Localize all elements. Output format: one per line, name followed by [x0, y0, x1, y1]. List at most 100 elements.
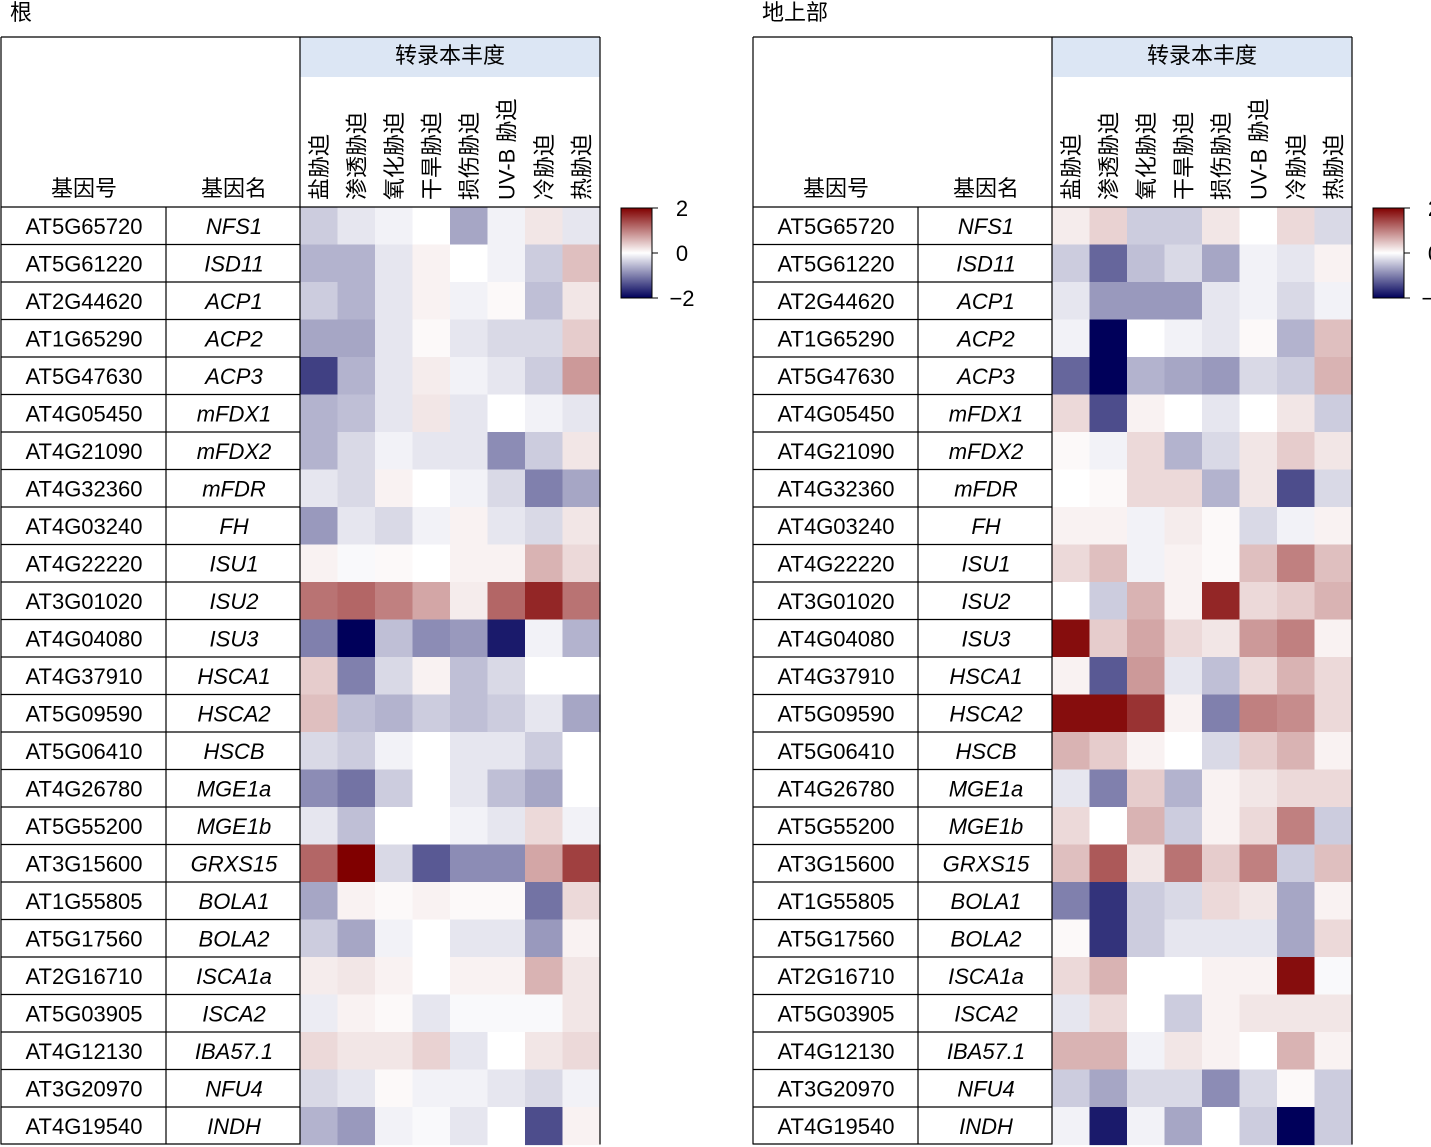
heat-cell: [487, 282, 526, 321]
heat-cell: [1239, 694, 1278, 733]
gene-name: HSCB: [955, 739, 1016, 764]
heat-cell: [450, 582, 489, 621]
heat-cell: [487, 994, 526, 1033]
heat-cell: [525, 1069, 564, 1108]
heat-cell: [525, 469, 564, 508]
gene-id: AT4G19540: [777, 1114, 894, 1139]
heat-cell: [375, 207, 414, 246]
gene-name: ISU1: [962, 551, 1011, 576]
heat-cell: [1127, 357, 1166, 396]
heat-cell: [1277, 1107, 1316, 1146]
heat-cell: [450, 844, 489, 883]
heat-cell: [1089, 432, 1128, 471]
heat-cell: [375, 582, 414, 621]
gene-id: AT4G03240: [777, 514, 894, 539]
gene-name: ISCA1a: [196, 964, 272, 989]
gene-id: AT5G47630: [777, 364, 894, 389]
gene-name: BOLA2: [951, 926, 1022, 951]
heat-cell: [412, 732, 451, 771]
heat-cell: [300, 657, 339, 696]
heat-cell: [1239, 807, 1278, 846]
heat-cell: [300, 882, 339, 921]
heat-cell: [337, 394, 376, 433]
heat-cell: [1164, 319, 1203, 358]
gene-id: AT1G65290: [25, 326, 142, 351]
gene-id: AT5G03905: [25, 1001, 142, 1026]
gene-name: ISD11: [204, 251, 264, 276]
gene-id: AT5G17560: [777, 926, 894, 951]
heat-cell: [1277, 957, 1316, 996]
heat-cell: [1089, 994, 1128, 1033]
gene-name: NFU4: [205, 1076, 262, 1101]
gene-name: INDH: [959, 1114, 1013, 1139]
gene-name: mFDX2: [197, 439, 272, 464]
heat-cell: [1089, 1069, 1128, 1108]
gene-id: AT5G47630: [25, 364, 142, 389]
heat-cell: [1127, 1032, 1166, 1071]
gene-id: AT4G22220: [25, 551, 142, 576]
heat-cell: [300, 394, 339, 433]
heat-cell: [487, 394, 526, 433]
heat-cell: [412, 394, 451, 433]
heat-cell: [412, 919, 451, 958]
condition-label: 热胁迫: [1321, 134, 1346, 200]
gene-name: ACP2: [203, 326, 262, 351]
heat-cell: [1239, 619, 1278, 658]
heat-cell: [1277, 994, 1316, 1033]
heat-cell: [525, 807, 564, 846]
heat-cell: [375, 432, 414, 471]
heat-cell: [337, 769, 376, 808]
heat-cell: [1202, 469, 1241, 508]
heat-cell: [1089, 807, 1128, 846]
heat-cell: [1089, 657, 1128, 696]
heat-cell: [1314, 357, 1353, 396]
gene-name: FH: [219, 514, 248, 539]
condition-label: 损伤胁迫: [1209, 112, 1234, 200]
heat-cell: [1089, 732, 1128, 771]
heat-cell: [300, 957, 339, 996]
gene-id-header: 基因号: [803, 176, 869, 201]
gene-id: AT4G32360: [25, 476, 142, 501]
heat-cell: [1239, 1069, 1278, 1108]
heat-cell: [1089, 244, 1128, 283]
heat-cell: [337, 469, 376, 508]
heat-cell: [1164, 282, 1203, 321]
heat-cell: [300, 1069, 339, 1108]
heat-cell: [450, 694, 489, 733]
gene-name: INDH: [207, 1114, 261, 1139]
gene-name: ACP2: [955, 326, 1014, 351]
heat-cell: [487, 882, 526, 921]
heat-cell: [1127, 807, 1166, 846]
gene-id: AT4G21090: [777, 439, 894, 464]
header-group-label: 转录本丰度: [395, 43, 505, 68]
heat-cell: [562, 844, 601, 883]
heat-cell: [375, 957, 414, 996]
heat-cell: [562, 582, 601, 621]
heat-cell: [1052, 769, 1091, 808]
gene-id: AT5G61220: [25, 251, 142, 276]
heat-cell: [1127, 732, 1166, 771]
heat-cell: [525, 619, 564, 658]
heat-cell: [562, 357, 601, 396]
gene-id: AT4G32360: [777, 476, 894, 501]
heat-cell: [337, 582, 376, 621]
heat-cell: [1164, 882, 1203, 921]
heat-cell: [1202, 807, 1241, 846]
heat-cell: [1164, 844, 1203, 883]
heat-cell: [1202, 957, 1241, 996]
heat-cell: [1164, 432, 1203, 471]
gene-name: NFS1: [958, 214, 1014, 239]
gene-name: BOLA1: [199, 889, 270, 914]
heat-cell: [1127, 844, 1166, 883]
heat-cell: [412, 694, 451, 733]
gene-name: mFDR: [954, 476, 1018, 501]
heat-cell: [1052, 694, 1091, 733]
heat-cell: [1202, 319, 1241, 358]
heat-cell: [525, 994, 564, 1033]
heat-cell: [562, 769, 601, 808]
gene-name: IBA57.1: [195, 1039, 273, 1064]
heat-cell: [412, 582, 451, 621]
heat-cell: [1239, 357, 1278, 396]
heat-cell: [1239, 394, 1278, 433]
